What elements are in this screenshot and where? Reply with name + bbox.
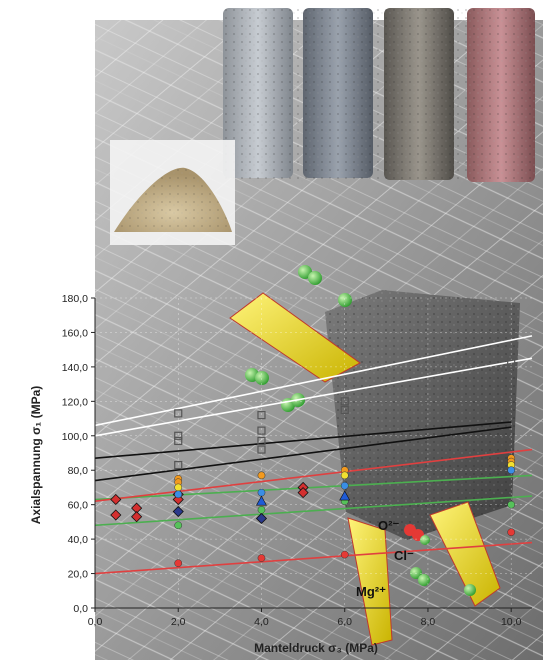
fit-line: [94, 474, 533, 501]
y-tick-label: 40,0: [68, 534, 89, 546]
data-point-square: [174, 460, 183, 470]
y-tick-label: 180,0: [62, 293, 88, 305]
fit-line: [94, 426, 512, 482]
data-point-square: [174, 431, 183, 440]
data-point-circle: [340, 471, 349, 480]
data-point-square: [257, 445, 266, 454]
data-point-triangle: [339, 490, 351, 501]
data-point-square: [257, 411, 266, 420]
data-point-circle: [257, 488, 266, 497]
data-point-circle: [340, 481, 349, 490]
x-tick-label: 2,0: [171, 616, 186, 628]
data-point-square: [257, 436, 266, 446]
data-point-square: [340, 397, 349, 406]
data-point-circle: [507, 528, 516, 537]
data-point-square: [174, 409, 183, 418]
data-point-square: [507, 367, 516, 377]
fit-line: [94, 541, 533, 575]
annotation-cl: Cl⁻: [394, 548, 414, 563]
data-point-diamond: [110, 509, 122, 521]
data-point-diamond: [131, 511, 143, 523]
powder-image: [110, 140, 235, 245]
fit-line: [94, 357, 533, 437]
x-tick-label: 0,0: [88, 616, 103, 628]
y-tick-label: 0,0: [73, 603, 88, 615]
annotation-o: O²⁻: [378, 518, 399, 533]
fit-line: [94, 421, 512, 459]
annotation-mg: Mg²⁺: [356, 584, 386, 599]
x-axis-label: Manteldruck σ₃ (MPa): [254, 641, 378, 655]
y-axis-label: Axialspannung σ₁ (MPa): [29, 386, 43, 525]
data-point-circle: [257, 505, 266, 514]
data-point-diamond: [172, 505, 184, 518]
data-point-circle: [257, 471, 266, 480]
data-point-diamond: [110, 493, 122, 506]
data-point-square: [174, 436, 183, 446]
data-point-triangle: [255, 495, 267, 506]
data-point-circle: [174, 521, 183, 530]
data-point-square: [507, 357, 516, 366]
data-point-diamond: [297, 487, 309, 499]
data-point-circle: [174, 559, 183, 568]
data-point-square: [257, 426, 266, 435]
fit-line: [94, 495, 533, 527]
specimen-cylinders-image: [223, 8, 535, 182]
crystal-structures-image: [229, 292, 501, 646]
x-tick-label: 4,0: [254, 616, 269, 628]
y-tick-label: 120,0: [62, 396, 88, 408]
data-point-diamond: [255, 512, 268, 525]
data-point-circle: [507, 500, 516, 509]
fit-line: [94, 448, 533, 503]
x-tick-label: 10,0: [501, 616, 522, 628]
x-tick-label: 8,0: [421, 616, 436, 628]
concrete-block-image: [325, 290, 520, 540]
y-tick-label: 160,0: [62, 327, 88, 339]
y-tick-label: 20,0: [68, 569, 89, 581]
y-tick-label: 140,0: [62, 362, 88, 374]
data-point-square: [340, 405, 349, 415]
data-point-circle: [340, 550, 349, 559]
y-tick-label: 100,0: [62, 431, 88, 443]
x-tick-label: 6,0: [337, 616, 352, 628]
data-point-circle: [174, 483, 183, 492]
data-point-circle: [507, 466, 516, 475]
y-tick-label: 80,0: [68, 465, 89, 477]
data-point-circle: [174, 490, 183, 499]
y-tick-label: 60,0: [68, 500, 89, 512]
ion-molecules-image: [245, 265, 476, 596]
fit-line: [94, 335, 533, 427]
data-point-circle: [257, 554, 266, 562]
